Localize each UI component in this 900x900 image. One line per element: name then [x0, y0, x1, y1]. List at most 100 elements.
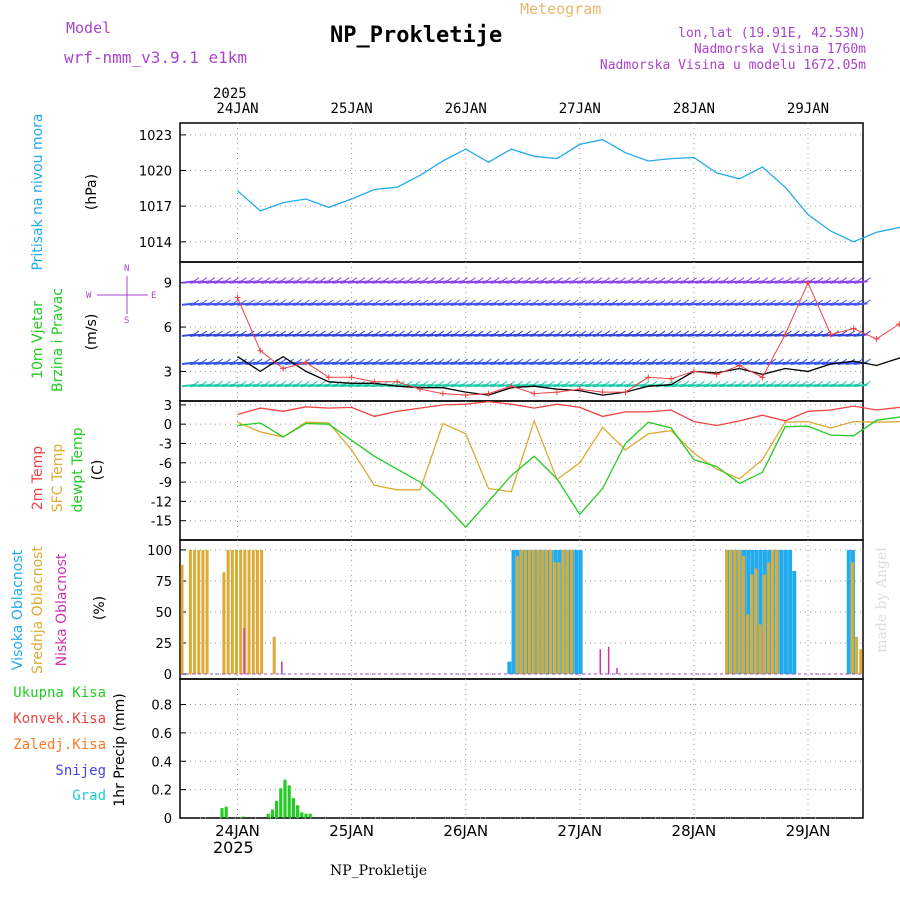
wind-barb-tick: [446, 277, 453, 282]
wind-barb-tick: [667, 330, 674, 335]
wind-barb-tick: [209, 380, 216, 386]
wind-barb-tick: [525, 380, 532, 386]
wind-barb-tick: [746, 277, 753, 282]
compass-north: N: [124, 264, 129, 274]
wind-barb-tick: [620, 330, 626, 335]
wind-barb-tick: [794, 380, 800, 386]
y-tick-label: -3: [159, 437, 172, 452]
wind-barb-tick: [651, 380, 658, 386]
y-tick-label: 6: [164, 321, 172, 336]
precip-bar: [220, 808, 224, 818]
wind-barb-tick: [778, 358, 784, 363]
wind-barb-tick: [865, 299, 871, 304]
wind-barb-tick: [517, 380, 524, 386]
wind-barb-tick: [612, 358, 618, 363]
coords-label: lon,lat (19.91E, 42.53N): [678, 26, 866, 41]
wind-barb-tick: [217, 358, 223, 363]
wind-barb-tick: [730, 299, 737, 304]
wind-barb-tick: [572, 358, 579, 363]
wind-barb-tick: [572, 299, 579, 304]
wind-barb-tick: [770, 299, 776, 304]
wind-barb-tick: [241, 277, 247, 282]
wind-label-1: 10m Vjetar: [30, 301, 46, 379]
wind-barb-tick: [707, 299, 713, 304]
bottom-year-label: 2025: [213, 838, 254, 857]
wind-barb-tick: [588, 330, 595, 335]
wind-barb-tick: [557, 330, 563, 335]
wind-barb-tick: [241, 380, 247, 386]
precip-bar: [270, 809, 274, 818]
compass-east: E: [151, 291, 156, 301]
pressure-unit: (hPa): [84, 174, 100, 210]
wind-barb-tick: [533, 358, 539, 363]
wind-barb-tick: [209, 277, 216, 282]
wind-barb-tick: [225, 380, 231, 386]
wind-barb-tick: [667, 277, 674, 282]
wind-barb-tick: [723, 330, 729, 335]
wind-barb-tick: [454, 358, 460, 363]
wind-barb-tick: [786, 330, 792, 335]
wind-barb-tick: [580, 330, 587, 335]
wind-barb-tick: [715, 380, 721, 386]
wind-barb-tick: [809, 380, 816, 386]
wind-barb-tick: [612, 330, 618, 335]
top-date-axis: 24JAN 25JAN 26JAN 27JAN 28JAN 29JAN: [216, 101, 829, 117]
wind-barb-tick: [762, 358, 769, 363]
wind-barb-tick: [754, 358, 761, 363]
y-tick-label: -12: [151, 495, 172, 510]
wind-barb-tick: [304, 330, 310, 335]
wind-barb-tick: [707, 277, 713, 282]
gust-marker: [690, 368, 697, 375]
wind-barb-tick: [470, 358, 476, 363]
wind-barb-tick: [596, 358, 603, 363]
cloud-mid-bar: [519, 549, 523, 675]
wind-barb-tick: [486, 358, 492, 363]
wind-barb-tick: [533, 380, 539, 386]
cloud-mid-bar: [762, 574, 766, 675]
wind-barb-tick: [493, 380, 500, 386]
wind-barb-tick: [699, 358, 705, 363]
wind-barb-tick: [541, 277, 547, 282]
gust-marker: [645, 374, 652, 381]
wind-barb-tick: [802, 277, 808, 282]
wind-barb-tick: [572, 330, 579, 335]
wind-barb-tick: [478, 299, 484, 304]
wind-barb-tick: [233, 358, 239, 363]
cloud-mid-bar: [222, 572, 226, 675]
wind-barb-tick: [407, 330, 413, 335]
wind-barb-tick: [320, 330, 326, 335]
wind-barb-tick: [825, 277, 832, 282]
wind-barb-tick: [849, 380, 855, 386]
wind-barb-tick: [604, 277, 611, 282]
cloud-mid-bar: [205, 549, 209, 675]
temp-2m-line: [237, 400, 900, 427]
wind-barb-tick: [391, 358, 397, 363]
wind-barb-tick: [233, 380, 239, 386]
gust-marker: [736, 362, 743, 369]
wind-barb: [853, 333, 868, 337]
cloud-mid-bar: [532, 549, 536, 675]
bottom-day-label: 25JAN: [329, 822, 374, 840]
wind-barb-tick: [288, 277, 295, 282]
gust-marker: [394, 378, 401, 385]
cloud-mid-bar: [272, 636, 276, 675]
model-elevation-label: Nadmorska Visina u modelu 1672.05m: [600, 58, 866, 73]
precip-bar: [300, 812, 304, 818]
wind-barb-tick: [636, 330, 642, 335]
wind-barb-tick: [343, 358, 350, 363]
wind-barb-tick: [517, 299, 524, 304]
wind-barb-tick: [296, 358, 302, 363]
wind-barb-tick: [730, 277, 737, 282]
cloud-mid-bar: [230, 549, 234, 675]
wind-barb-tick: [430, 330, 437, 335]
wind-barb-tick: [533, 330, 539, 335]
wind-barb-tick: [438, 358, 445, 363]
y-tick-label: 0.2: [151, 784, 172, 799]
wind-barb-tick: [833, 380, 840, 386]
wind-barb-tick: [628, 380, 634, 386]
gust-marker: [668, 375, 675, 382]
wind-barb-tick: [794, 358, 800, 363]
wind-barb-tick: [312, 277, 318, 282]
wind-barb-tick: [201, 380, 208, 386]
wind-barb-tick: [296, 299, 302, 304]
